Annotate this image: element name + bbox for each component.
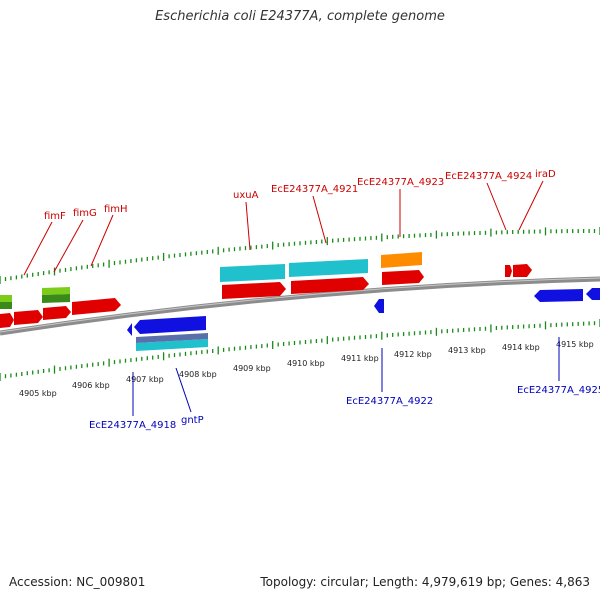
green-feature[interactable] <box>0 295 12 309</box>
scale-label: 4909 kbp <box>233 364 271 373</box>
orange-feature[interactable] <box>381 252 422 268</box>
reverse-gene-arrow[interactable] <box>136 333 208 343</box>
scale-labels: 4905 kbp 4906 kbp 4907 kbp 4908 kbp 4909… <box>19 340 594 398</box>
reverse-gene-arrow[interactable] <box>586 288 600 300</box>
scale-label: 4907 kbp <box>126 375 164 384</box>
scale-label: 4912 kbp <box>394 350 432 359</box>
reverse-gene-arrow[interactable] <box>534 289 583 302</box>
reverse-gene-arrow[interactable] <box>127 323 132 336</box>
gene-label-gntP[interactable]: gntP <box>181 415 204 426</box>
gene-label-uxuA[interactable]: uxuA <box>233 190 259 201</box>
forward-gene-arrow[interactable] <box>43 306 71 320</box>
genome-backbone-highlight <box>0 277 600 333</box>
reverse-gene-arrow[interactable] <box>134 316 206 334</box>
genome-backbone <box>0 276 600 336</box>
scale-label: 4913 kbp <box>448 346 486 355</box>
forward-gene-arrow[interactable] <box>222 282 286 299</box>
forward-gene-arrow[interactable] <box>513 264 532 277</box>
forward-gene-arrow[interactable] <box>382 270 424 285</box>
scale-label: 4915 kbp <box>556 340 594 349</box>
cyan-feature[interactable] <box>220 264 285 282</box>
forward-gene-arrow[interactable] <box>0 313 14 328</box>
genome-stats: Topology: circular; Length: 4,979,619 bp… <box>260 575 590 589</box>
scale-label: 4914 kbp <box>502 343 540 352</box>
inner-tick-track <box>0 319 600 381</box>
gene-label-fimG[interactable]: fimG <box>73 208 97 219</box>
forward-gene-arrow[interactable] <box>505 265 512 277</box>
gene-label-4921[interactable]: EcE24377A_4921 <box>271 184 358 195</box>
green-feature[interactable] <box>42 287 70 303</box>
gene-label-4923[interactable]: EcE24377A_4923 <box>357 177 444 188</box>
cyan-feature[interactable] <box>289 259 368 277</box>
gene-label-fimF[interactable]: fimF <box>44 211 66 222</box>
reverse-gene-arrow[interactable] <box>374 299 384 313</box>
accession-text: Accession: NC_009801 <box>9 575 146 589</box>
label-leaders <box>23 180 560 416</box>
forward-gene-arrow[interactable] <box>14 310 43 325</box>
scale-label: 4905 kbp <box>19 389 57 398</box>
forward-gene-arrow[interactable] <box>291 277 369 294</box>
gene-label-iraD[interactable]: iraD <box>535 169 556 180</box>
gene-label-4918[interactable]: EcE24377A_4918 <box>89 420 176 431</box>
scale-label: 4908 kbp <box>179 370 217 379</box>
gene-label-4924[interactable]: EcE24377A_4924 <box>445 171 532 182</box>
scale-label: 4910 kbp <box>287 359 325 368</box>
forward-gene-arrow[interactable] <box>72 298 121 315</box>
map-title: Escherichia coli E24377A, complete genom… <box>155 9 445 24</box>
scale-label: 4906 kbp <box>72 381 110 390</box>
gene-label-4925[interactable]: EcE24377A_4925 <box>517 385 600 396</box>
scale-label: 4911 kbp <box>341 354 379 363</box>
gene-label-fimH[interactable]: fimH <box>104 204 128 215</box>
gene-label-4922[interactable]: EcE24377A_4922 <box>346 396 433 407</box>
